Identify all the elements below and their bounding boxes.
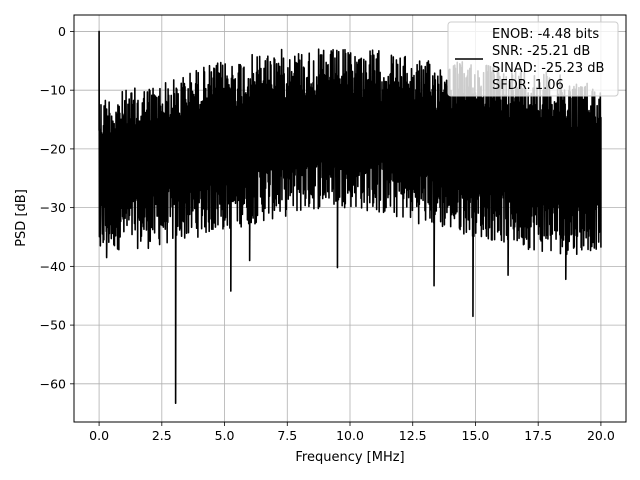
y-tick-label: −30 xyxy=(40,200,66,215)
x-axis-label: Frequency [MHz] xyxy=(295,450,404,465)
y-tick-label: −20 xyxy=(40,141,66,156)
tick-layer: 0.0 2.5 5.0 7.5 10.0 12.5 15.0 17.5 20.0 0 −10 −20 −… xyxy=(40,24,615,443)
x-tick-label: 10.0 xyxy=(336,428,364,443)
x-tick-label: 20.0 xyxy=(587,428,615,443)
y-tick-label: −60 xyxy=(40,376,66,391)
plot-layer xyxy=(98,30,602,405)
x-tick-label: 15.0 xyxy=(462,428,490,443)
y-tick-label: 0 xyxy=(58,24,66,39)
legend-entry-sfdr: SFDR: 1.06 xyxy=(492,78,564,93)
legend-entry-enob: ENOB: -4.48 bits xyxy=(492,27,599,42)
legend-box xyxy=(447,21,619,97)
x-tick-label: 12.5 xyxy=(399,428,427,443)
x-tick-label: 2.5 xyxy=(152,428,172,443)
y-tick-label: −40 xyxy=(40,259,66,274)
psd-series-line xyxy=(98,30,602,405)
x-tick-label: 5.0 xyxy=(215,428,235,443)
legend: ENOB: -4.48 bits SNR: -25.21 dB SINAD: -… xyxy=(447,21,619,97)
y-tick-label: −10 xyxy=(40,83,66,98)
y-axis-label: PSD [dB] xyxy=(14,189,29,247)
legend-entry-sinad: SINAD: -25.23 dB xyxy=(492,61,604,76)
y-tick-label: −50 xyxy=(40,318,66,333)
x-tick-label: 0.0 xyxy=(89,428,109,443)
legend-entry-snr: SNR: -25.21 dB xyxy=(492,44,590,59)
x-tick-label: 17.5 xyxy=(524,428,552,443)
x-tick-label: 7.5 xyxy=(277,428,297,443)
